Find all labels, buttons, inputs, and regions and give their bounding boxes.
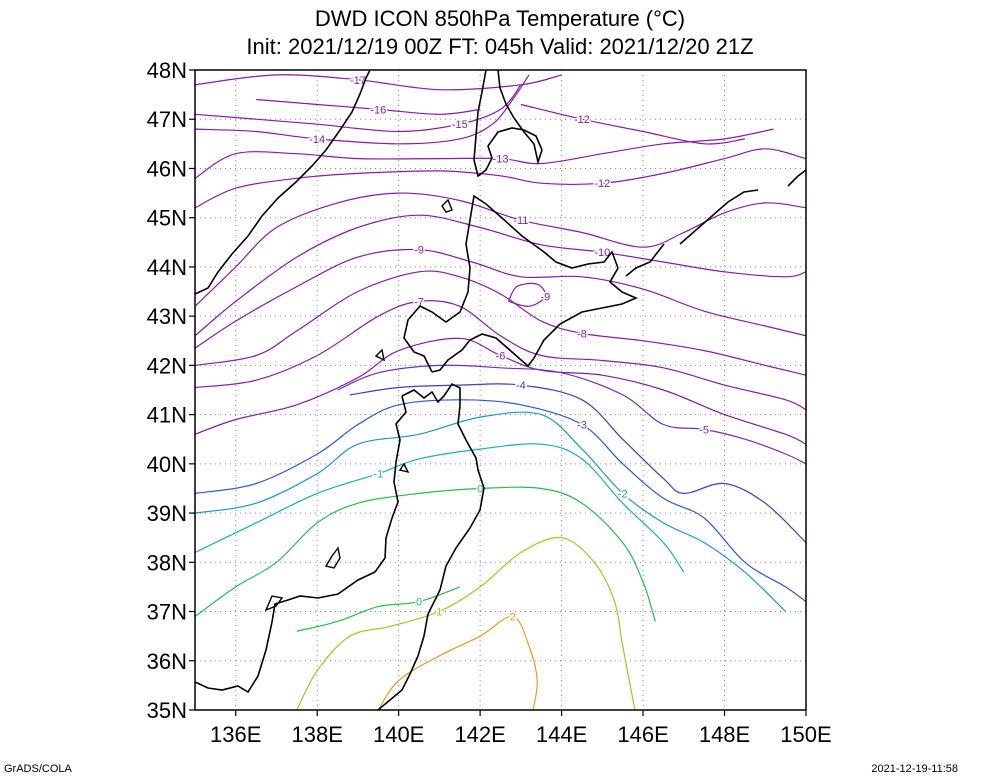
isotherm-label: -11 xyxy=(513,215,528,227)
coastline-kurils xyxy=(625,169,806,277)
lat-tick-label: 43N xyxy=(147,304,187,329)
lat-tick-label: 40N xyxy=(147,452,187,477)
lat-tick-label: 45N xyxy=(147,206,187,231)
lat-tick-label: 44N xyxy=(147,255,187,280)
isotherm-label: -9 xyxy=(540,291,550,303)
lat-tick-label: 38N xyxy=(147,550,187,575)
isotherm-label: -4 xyxy=(516,380,526,392)
isotherm-label: -5 xyxy=(699,424,709,436)
isotherm-label: -1 xyxy=(373,469,383,481)
lon-tick-label: 146E xyxy=(617,722,668,747)
isotherm-line xyxy=(195,192,806,307)
lat-tick-label: 36N xyxy=(147,649,187,674)
coastline-hokkaido xyxy=(403,194,639,373)
isotherm-line xyxy=(195,214,806,337)
lon-tick-label: 140E xyxy=(373,722,424,747)
isotherm-line xyxy=(195,128,774,179)
isotherm-line xyxy=(377,615,538,710)
isotherm-line xyxy=(195,148,806,209)
lat-tick-label: 37N xyxy=(147,600,187,625)
isotherm-label: 0 xyxy=(477,483,483,495)
footer-timestamp: 2021-12-19-11:58 xyxy=(871,763,958,775)
lat-tick-label: 46N xyxy=(147,156,187,181)
axis-ticks: 136E 138E 140E 142E 144E 146E 148E 150E 35N 36N 37… xyxy=(147,58,832,747)
isotherm-line xyxy=(195,270,806,376)
lon-tick-label: 148E xyxy=(699,722,750,747)
isotherm-line xyxy=(195,486,656,622)
isotherm-line xyxy=(508,282,547,307)
coastline-mainland xyxy=(195,70,371,295)
lon-tick-label: 138E xyxy=(292,722,343,747)
map-frame xyxy=(194,69,807,711)
isotherm-label: -14 xyxy=(309,134,325,146)
coastline-honshu-east xyxy=(377,382,485,710)
isotherm-line xyxy=(195,337,806,445)
isotherm-line xyxy=(337,364,806,465)
coastline-oga-peninsula xyxy=(398,462,410,474)
isotherm-line xyxy=(195,84,522,133)
isotherm-label: 0 xyxy=(416,597,422,609)
isotherm-line xyxy=(195,411,787,612)
lon-tick-label: 150E xyxy=(780,722,831,747)
coastline-honshu-west xyxy=(195,395,407,694)
isotherm-line xyxy=(349,383,806,544)
isotherm-line xyxy=(520,103,745,145)
coastline-sado-island xyxy=(324,546,341,569)
isotherm-label: 1 xyxy=(436,607,442,619)
isotherm-label: -7 xyxy=(414,296,424,308)
isotherm-line xyxy=(296,586,461,632)
isotherm-label: -8 xyxy=(577,328,587,340)
lon-tick-label: 142E xyxy=(454,722,505,747)
map-subtitle: Init: 2021/12/19 00Z FT: 045h Valid: 202… xyxy=(246,34,754,59)
isotherm-label: -3 xyxy=(577,419,587,431)
isotherm-line xyxy=(195,74,562,91)
coastline-sakhalin xyxy=(473,70,543,178)
isotherm-label: -6 xyxy=(496,351,506,363)
isotherm-label: -17 xyxy=(350,75,366,87)
coastline xyxy=(195,70,806,710)
lat-tick-label: 42N xyxy=(147,353,187,378)
lat-tick-label: 39N xyxy=(147,501,187,526)
isotherm-line xyxy=(195,443,685,573)
coastline-rishiri-island xyxy=(441,198,453,213)
isotherm-label: -2 xyxy=(618,488,628,500)
lat-tick-label: 41N xyxy=(147,403,187,428)
isotherm-label: -9 xyxy=(414,245,424,257)
isotherm-line xyxy=(256,98,481,115)
isotherm-line xyxy=(195,300,806,411)
coastline-noto-peninsula xyxy=(264,595,284,612)
isotherm-contours: -17 -16 -15 -14 -13 -12 -12 -11 -1 0 -9 -9 -8 -7 -6 -5 -… xyxy=(195,73,806,710)
isotherm-label: -13 xyxy=(493,154,509,166)
map-grid xyxy=(195,70,806,710)
isotherm-line xyxy=(296,536,636,710)
isotherm-line xyxy=(195,248,806,349)
lat-tick-label: 35N xyxy=(147,698,187,723)
coastline-okushiri-island xyxy=(374,348,385,362)
isotherm-line xyxy=(195,399,806,603)
isotherm-label: 2 xyxy=(510,611,516,623)
lon-tick-label: 144E xyxy=(536,722,587,747)
footer-software-label: GrADS/COLA xyxy=(4,763,72,775)
lat-tick-label: 48N xyxy=(147,58,187,83)
lon-tick-label: 136E xyxy=(210,722,261,747)
isotherm-label: -12 xyxy=(574,114,590,126)
isotherm-label: -12 xyxy=(594,178,610,190)
isotherm-label: -15 xyxy=(452,119,468,131)
lat-tick-label: 47N xyxy=(147,107,187,132)
isotherm-label: -16 xyxy=(370,104,386,116)
map-title: DWD ICON 850hPa Temperature (°C) xyxy=(314,6,686,31)
isotherm-line xyxy=(195,74,530,145)
